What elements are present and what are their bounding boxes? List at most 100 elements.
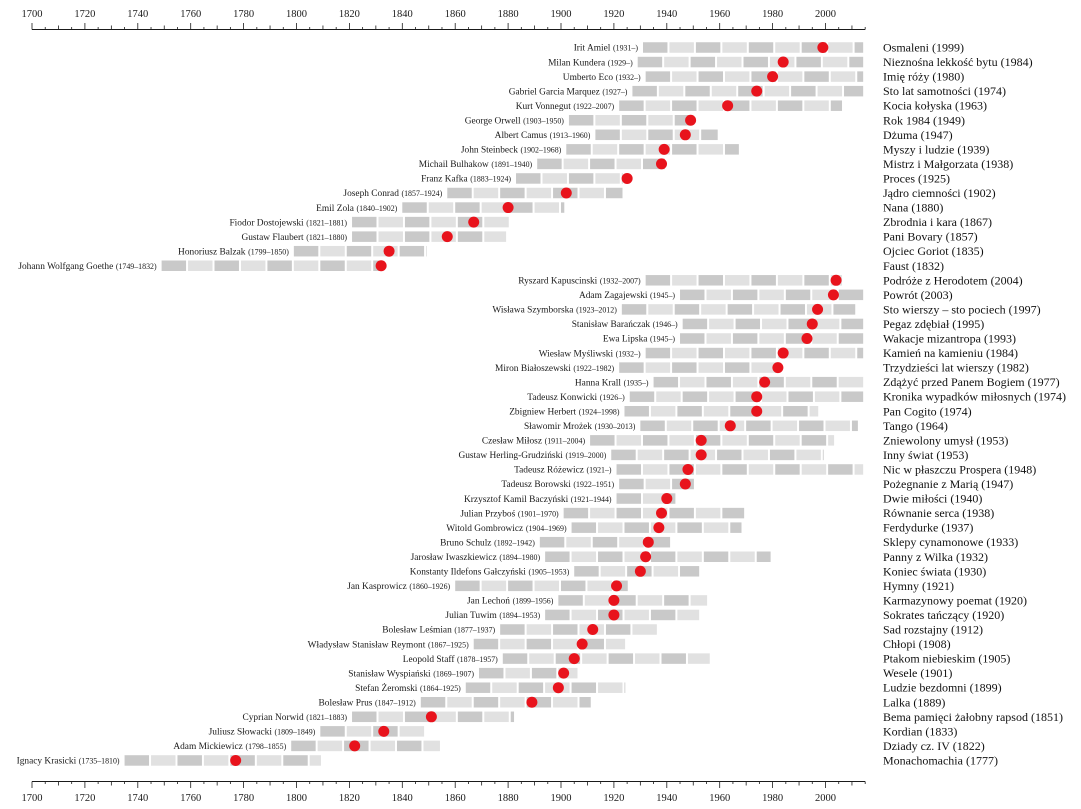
lifespan-segment: [455, 580, 480, 592]
x-tick-label: 1840: [392, 9, 413, 20]
x-tick-label: 1940: [656, 793, 677, 804]
lifespan-segment: [431, 711, 456, 723]
lifespan-segment: [650, 406, 676, 417]
author-lifespan: (1847–1912): [375, 698, 416, 707]
lifespan-segment: [571, 551, 597, 562]
lifespan-segment: [608, 653, 634, 664]
lifespan-segment: [677, 522, 702, 533]
lifespan-segment: [404, 216, 430, 228]
lifespan-segment: [685, 85, 710, 97]
author-lifespan: (1922–1951): [573, 480, 614, 489]
lifespan-segment: [579, 638, 604, 650]
author-lifespan: (1869–1907): [433, 669, 474, 678]
work-year-dot: [801, 333, 813, 344]
lifespan-segment: [320, 245, 345, 257]
lifespan-segment: [695, 464, 721, 475]
lifespan-segment: [695, 507, 721, 519]
author-row: Emil Zola (1840–1902) Nana (1880): [316, 201, 943, 215]
lifespan-segment: [717, 56, 742, 68]
lifespan-segment: [479, 667, 504, 679]
lifespan-segment: [161, 260, 187, 271]
author-row: Tadeusz Konwicki (1926–) Kronika wypadków …: [527, 390, 1066, 404]
author-row: Kurt Vonnegut (1922–2007) Kocia kołyska (1…: [516, 99, 987, 113]
author-lifespan: (1749–1832): [116, 262, 157, 271]
work-year-dot: [751, 405, 763, 417]
x-tick-label: 2000: [815, 9, 836, 20]
author-lifespan: (1929–): [608, 58, 633, 67]
author-label: Joseph Conrad (1857–1924): [343, 189, 442, 199]
lifespan-segment: [756, 406, 782, 417]
lifespan-segment: [743, 449, 768, 461]
author-name: John Steinbeck: [461, 146, 518, 156]
lifespan-segment: [473, 638, 499, 650]
author-name: Johann Wolfgang Goethe: [18, 261, 113, 272]
work-year-dot: [806, 318, 818, 330]
author-label: Bolesław Leśmian (1877–1937): [382, 626, 495, 636]
author-name: Tadeusz Konwicki: [527, 393, 597, 403]
lifespan-segment: [703, 551, 729, 562]
x-tick-label: 1740: [127, 793, 148, 804]
author-name: Fiodor Dostojewski: [229, 218, 304, 228]
lifespan-segment: [838, 289, 864, 301]
lifespan-segment: [399, 245, 425, 257]
author-lifespan: (1864–1925): [420, 684, 461, 693]
work-year-dot: [682, 463, 694, 475]
lifespan-segment: [293, 260, 319, 271]
author-lifespan: (1821–1883): [306, 713, 347, 722]
work-year-dot: [576, 638, 588, 650]
lifespan-segment: [561, 580, 586, 592]
author-row: Gustaw Flaubert (1821–1880) Pani Bovary (1…: [241, 230, 977, 244]
author-name: Jarosław Iwaszkiewicz: [411, 553, 497, 563]
x-tick-label: 1880: [498, 9, 519, 20]
lifespan-segment: [785, 376, 811, 388]
work-year-dot: [661, 493, 673, 505]
lifespan-segment: [624, 406, 649, 417]
author-lifespan: (1903–1950): [523, 116, 564, 125]
lifespan-segment: [214, 260, 239, 271]
top-x-axis: 1700 1720 1740 1760 1780 1800 1820 1840 1860 1880…: [22, 9, 866, 30]
lifespan-segment: [698, 100, 723, 111]
work-title: Rok 1984 (1949): [883, 113, 965, 127]
lifespan-segment: [492, 682, 517, 693]
lifespan-segment: [642, 158, 665, 170]
author-lifespan: (1930–2013): [595, 422, 636, 431]
author-lifespan: (1894–1953): [499, 611, 540, 620]
lifespan-segment: [624, 682, 626, 693]
lifespan-segment: [587, 580, 612, 592]
work-year-dot: [658, 143, 670, 155]
author-name: Joseph Conrad: [343, 189, 399, 199]
author-row: George Orwell (1903–1950) Rok 1984 (1949): [465, 113, 965, 127]
author-row: Umberto Eco (1932–) Imię róży (1980): [563, 70, 965, 84]
lifespan-segment: [619, 144, 644, 155]
author-row: Stanisław Wyspiański (1869–1907) Wesele (1…: [348, 666, 952, 680]
author-row: Stanisław Barańczak (1946–) Pegaz zdębiał …: [572, 317, 985, 331]
author-label: Leopold Staff (1878–1957): [403, 654, 498, 665]
lifespan-segment: [621, 304, 647, 315]
author-label: Jan Kasprowicz (1860–1926): [347, 582, 450, 592]
lifespan-segment: [621, 115, 647, 126]
lifespan-segment: [777, 100, 803, 111]
lifespan-segment: [595, 173, 620, 184]
x-tick-label: 1780: [233, 9, 254, 20]
lifespan-segment: [677, 406, 702, 417]
lifespan-segment: [505, 667, 530, 679]
work-title: Karmazynowy poemat (1920): [883, 593, 1027, 607]
lifespan-segment: [656, 391, 681, 402]
work-title: Lalka (1889): [883, 695, 945, 709]
lifespan-segment: [680, 333, 705, 344]
author-label: Wiesław Myśliwski (1932–): [539, 349, 641, 359]
lifespan-segment: [291, 740, 316, 752]
work-year-dot: [695, 449, 707, 461]
lifespan-segment: [690, 56, 716, 68]
author-row: Fiodor Dostojewski (1821–1881) Zbrodnia i …: [229, 215, 992, 229]
lifespan-segment: [724, 275, 750, 286]
author-row: Bruno Schulz (1892–1942) Sklepy cynamonowe…: [440, 535, 1018, 549]
author-name: Konstanty Ildefons Gałczyński: [410, 567, 527, 578]
lifespan-segment: [531, 667, 557, 679]
lifespan-segment: [642, 507, 668, 519]
lifespan-segment: [584, 595, 610, 606]
author-label: Konstanty Ildefons Gałczyński (1905–1953): [410, 567, 570, 578]
author-label: Ewa Lipska (1945–): [603, 335, 675, 345]
author-lifespan: (1867–1925): [428, 640, 469, 649]
author-row: Irit Amiel (1931–) Osmaleni (1999): [574, 41, 964, 55]
